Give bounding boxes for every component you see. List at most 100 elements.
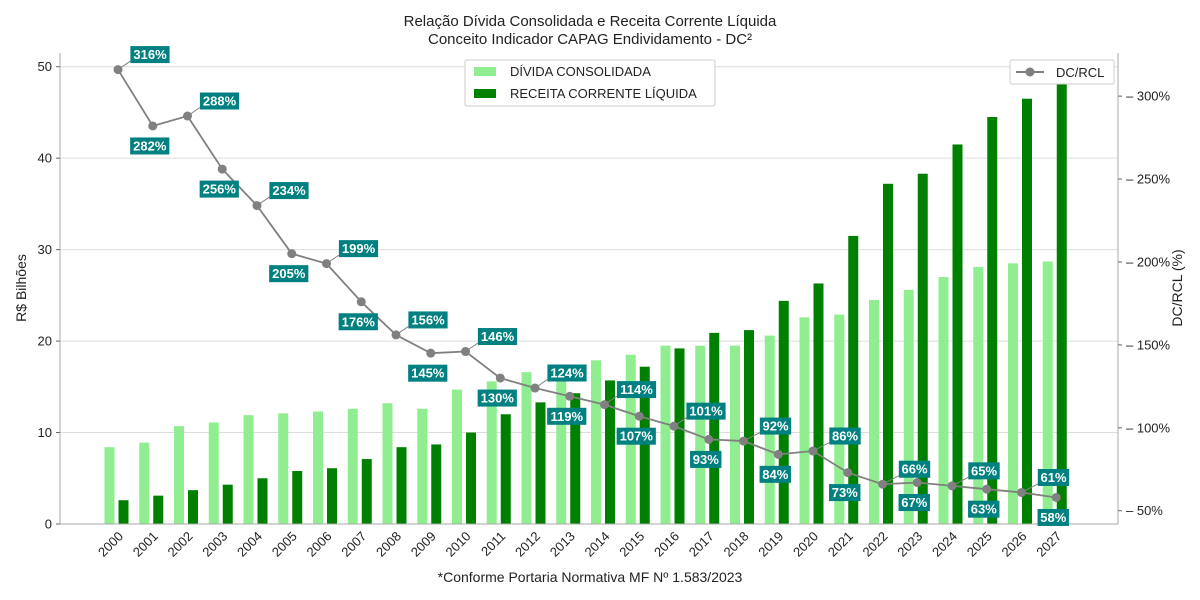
left-tick-label: 30 xyxy=(38,242,52,257)
right-tick-label: – 250% xyxy=(1126,172,1171,187)
ratio-label: 107% xyxy=(620,429,654,444)
x-tick-label: 2002 xyxy=(165,529,196,560)
ratio-label-bg xyxy=(408,311,448,329)
x-tick-labels: 2000 2001 2002 2003 2004 2005 2006 2007 2008 2009… xyxy=(95,529,1064,560)
bar-divida-consolidada xyxy=(973,267,984,524)
ratio-label-leader xyxy=(812,442,830,452)
x-tick-label: 2017 xyxy=(686,529,717,560)
y-axis-left-label: R$ Bilhões xyxy=(13,254,29,322)
x-tick-label: 2001 xyxy=(130,529,161,560)
bar-divida-consolidada xyxy=(869,299,879,524)
x-tick-label: 2014 xyxy=(582,529,613,560)
ratio-label: 73% xyxy=(832,485,858,500)
chart-subtitle: Conceito Indicador CAPAG Endividamento -… xyxy=(428,31,752,48)
bar-divida-consolidada xyxy=(382,403,393,524)
right-tick-label: – 100% xyxy=(1126,420,1171,435)
ratio-label-bg xyxy=(968,500,1000,518)
right-tick-label: – 300% xyxy=(1126,89,1171,104)
bar-divida-consolidada xyxy=(799,317,810,524)
ratio-label-leader xyxy=(951,476,969,487)
ratio-label-bg xyxy=(547,364,587,382)
bar-divida-consolidada xyxy=(521,372,532,524)
bar-divida-consolidada xyxy=(834,314,845,524)
y-axis-right-label: DC/RCL (%) xyxy=(1169,249,1185,326)
bar-receita-corrente-liquida xyxy=(674,348,685,524)
bar-divida-consolidada xyxy=(313,411,323,524)
dc-rcl-point xyxy=(217,164,227,174)
bar-divida-consolidada xyxy=(903,289,914,524)
dc-rcl-point xyxy=(704,434,714,444)
dc-rcl-point xyxy=(495,373,505,383)
bar-divida-consolidada xyxy=(452,389,462,524)
right-tick-label: – 50% xyxy=(1126,503,1163,518)
ratio-label: 130% xyxy=(481,391,515,406)
x-tick-label: 2019 xyxy=(755,529,786,560)
ratio-label-leader xyxy=(395,326,409,336)
bar-receita-corrente-liquida xyxy=(257,478,268,524)
chart-title: Relação Dívida Consolidada e Receita Cor… xyxy=(404,13,777,30)
right-tick-label: – 150% xyxy=(1126,337,1171,352)
left-tick-label: 40 xyxy=(38,151,52,166)
ratio-label: 205% xyxy=(272,266,306,281)
left-tick-label: 20 xyxy=(38,334,52,349)
bar-divida-consolidada xyxy=(208,422,219,524)
bar-receita-corrente-liquida xyxy=(118,500,129,524)
bar-divida-consolidada xyxy=(1008,263,1018,524)
x-tick-label: 2025 xyxy=(964,529,995,560)
bar-receita-corrente-liquida xyxy=(1056,71,1067,524)
bar-receita-corrente-liquida xyxy=(361,459,372,524)
bar-legend: DÍVIDA CONSOLIDADA RECEITA CORRENTE LÍQU… xyxy=(464,59,716,107)
ratio-label: 86% xyxy=(832,429,858,444)
dc-rcl-line xyxy=(117,69,1057,499)
legend-label-receita: RECEITA CORRENTE LÍQUIDA xyxy=(510,86,697,101)
ratio-label: 156% xyxy=(411,312,445,327)
ratio-label-leader xyxy=(187,107,201,117)
x-tick-label: 2007 xyxy=(338,529,369,560)
legend-line-marker xyxy=(1025,67,1035,77)
ratio-label-bg xyxy=(338,240,379,258)
legend-swatch-divida xyxy=(474,67,496,76)
ratio-label-leader xyxy=(326,254,340,265)
ratio-label-bg xyxy=(130,137,170,155)
dc-rcl-point xyxy=(773,449,783,459)
bar-divida-consolidada xyxy=(591,360,601,524)
ratio-label-leader xyxy=(465,342,479,352)
ratio-label: 119% xyxy=(550,409,583,424)
x-tick-label: 2027 xyxy=(1033,529,1064,560)
dc-rcl-point xyxy=(356,297,366,307)
dc-rcl-point xyxy=(982,484,992,494)
x-tick-label: 2018 xyxy=(721,529,752,560)
x-tick-label: 2000 xyxy=(95,529,126,560)
bar-receita-corrente-liquida xyxy=(500,414,511,524)
bar-divida-consolidada xyxy=(486,381,497,524)
ratio-label: 66% xyxy=(901,462,927,477)
ratio-label-bg xyxy=(759,465,791,483)
footnote: *Conforme Portaria Normativa MF Nº 1.583… xyxy=(438,569,743,585)
ratio-label-bg xyxy=(130,46,170,64)
bar-divida-consolidada xyxy=(695,345,706,524)
bar-legend-box xyxy=(464,59,716,107)
bar-receita-corrente-liquida xyxy=(709,332,720,524)
ratio-label-leader xyxy=(743,432,761,442)
bar-receita-corrente-liquida xyxy=(778,300,789,524)
bar-receita-corrente-liquida xyxy=(396,447,407,524)
ratio-label: 65% xyxy=(971,463,997,478)
x-tick-label: 2012 xyxy=(512,529,543,560)
dc-rcl-point xyxy=(287,249,297,259)
bar-receita-corrente-liquida xyxy=(431,444,442,524)
x-tick-label: 2026 xyxy=(999,529,1030,560)
ratio-label-leader xyxy=(1021,483,1039,493)
ratio-label: 67% xyxy=(901,495,927,510)
ratio-label-leader xyxy=(534,379,548,389)
ratio-label-leader xyxy=(256,196,270,206)
bar-divida-consolidada xyxy=(730,345,740,524)
ratio-label: 84% xyxy=(762,467,788,482)
bar-divida-consolidada xyxy=(243,415,254,524)
ratio-label: 93% xyxy=(693,452,719,467)
ratio-label: 145% xyxy=(411,366,445,381)
ratio-label: 288% xyxy=(203,94,237,109)
bar-divida-consolidada xyxy=(417,408,428,524)
ratio-label-bg xyxy=(269,265,309,283)
legend-swatch-receita xyxy=(474,89,496,98)
bar-receita-corrente-liquida xyxy=(605,380,615,524)
